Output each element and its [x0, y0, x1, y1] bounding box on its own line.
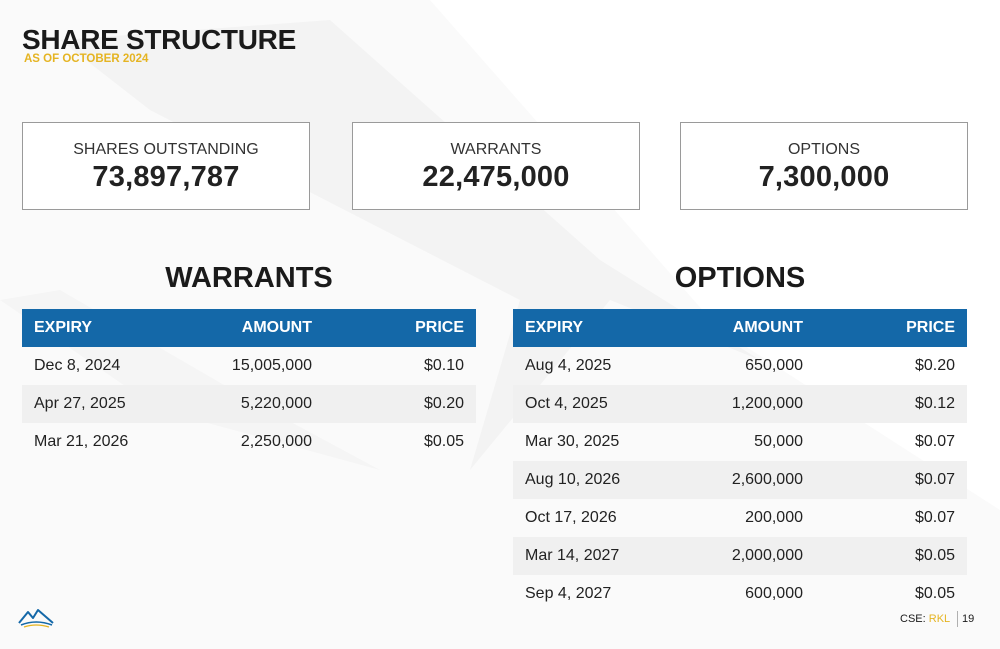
table-row: Mar 30, 2025 50,000 $0.07	[513, 423, 967, 461]
options-section-title: OPTIONS	[674, 262, 806, 294]
cell-price: $0.10	[423, 357, 464, 374]
page-title: SHARE STRUCTURE	[22, 24, 296, 55]
page-number: 19	[962, 613, 975, 625]
cell-amount: 650,000	[745, 357, 803, 374]
cell-price: $0.20	[914, 357, 955, 374]
cell-expiry: Sep 4, 2027	[525, 585, 612, 602]
cell-expiry: Dec 8, 2024	[34, 357, 121, 374]
cell-expiry: Oct 4, 2025	[513, 385, 663, 423]
cell-expiry: Apr 27, 2025	[22, 385, 172, 423]
cell-expiry: Oct 17, 2026	[525, 509, 617, 526]
exchange-label: CSE:	[900, 613, 926, 625]
cell-amount: 2,000,000	[663, 537, 815, 575]
cell-amount: 600,000	[745, 585, 803, 602]
summary-value: 73,897,787	[92, 161, 240, 193]
cell-expiry: Aug 10, 2026	[513, 461, 663, 499]
summary-label: SHARES OUTSTANDING	[73, 141, 259, 158]
summary-card-shares-outstanding: SHARES OUTSTANDING 73,897,787	[22, 122, 310, 210]
options-table: EXPIRY AMOUNT PRICE Aug 4, 2025 650,000 $0…	[513, 309, 967, 613]
table-row: Apr 27, 2025 5,220,000 $0.20	[22, 385, 476, 423]
cell-price: $0.12	[815, 385, 967, 423]
warrants-table: EXPIRY AMOUNT PRICE Dec 8, 2024 15,005,00…	[22, 309, 476, 461]
table-row: Mar 14, 2027 2,000,000 $0.05	[513, 537, 967, 575]
summary-card-options: OPTIONS 7,300,000	[680, 122, 968, 210]
summary-label: OPTIONS	[787, 141, 860, 158]
table-row: Dec 8, 2024 15,005,000 $0.10	[22, 347, 476, 385]
summary-card-warrants: WARRANTS 22,475,000	[352, 122, 640, 210]
column-header-amount: AMOUNT	[172, 309, 324, 347]
table-row: Mar 21, 2026 2,250,000 $0.05	[22, 423, 476, 461]
summary-value: 7,300,000	[758, 161, 890, 193]
cell-price: $0.05	[815, 537, 967, 575]
table-row: Oct 17, 2026 200,000 $0.07	[513, 499, 967, 537]
cell-expiry: Mar 21, 2026	[34, 433, 129, 450]
cell-amount: 200,000	[745, 509, 803, 526]
cell-amount: 5,220,000	[172, 385, 324, 423]
cell-amount: 50,000	[754, 433, 803, 450]
footer-ticker: CSE: RKL	[900, 613, 950, 625]
table-row: Oct 4, 2025 1,200,000 $0.12	[513, 385, 967, 423]
column-header-expiry: EXPIRY	[513, 309, 663, 347]
column-header-expiry: EXPIRY	[22, 309, 172, 347]
cell-price: $0.05	[423, 433, 464, 450]
cell-amount: 2,600,000	[663, 461, 815, 499]
table-header-row: EXPIRY AMOUNT PRICE	[513, 309, 967, 347]
cell-price: $0.07	[914, 509, 955, 526]
cell-expiry: Mar 14, 2027	[513, 537, 663, 575]
footer-divider	[957, 611, 958, 627]
cell-amount: 2,250,000	[240, 433, 312, 450]
column-header-price: PRICE	[324, 309, 476, 347]
column-header-amount: AMOUNT	[663, 309, 815, 347]
table-header-row: EXPIRY AMOUNT PRICE	[22, 309, 476, 347]
cell-amount: 15,005,000	[231, 357, 312, 374]
cell-price: $0.20	[324, 385, 476, 423]
mountain-logo-icon	[18, 609, 54, 628]
ticker-symbol: RKL	[928, 613, 951, 625]
cell-expiry: Aug 4, 2025	[525, 357, 612, 374]
table-row: Sep 4, 2027 600,000 $0.05	[513, 575, 967, 613]
table-row: Aug 10, 2026 2,600,000 $0.07	[513, 461, 967, 499]
column-header-price: PRICE	[815, 309, 967, 347]
page-subtitle: AS OF OCTOBER 2024	[24, 53, 149, 65]
cell-price: $0.05	[914, 585, 955, 602]
warrants-section-title: WARRANTS	[165, 262, 333, 294]
table-row: Aug 4, 2025 650,000 $0.20	[513, 347, 967, 385]
summary-value: 22,475,000	[422, 161, 570, 193]
cell-amount: 1,200,000	[663, 385, 815, 423]
cell-price: $0.07	[815, 461, 967, 499]
summary-label: WARRANTS	[450, 141, 542, 158]
cell-price: $0.07	[914, 433, 955, 450]
cell-expiry: Mar 30, 2025	[525, 433, 620, 450]
